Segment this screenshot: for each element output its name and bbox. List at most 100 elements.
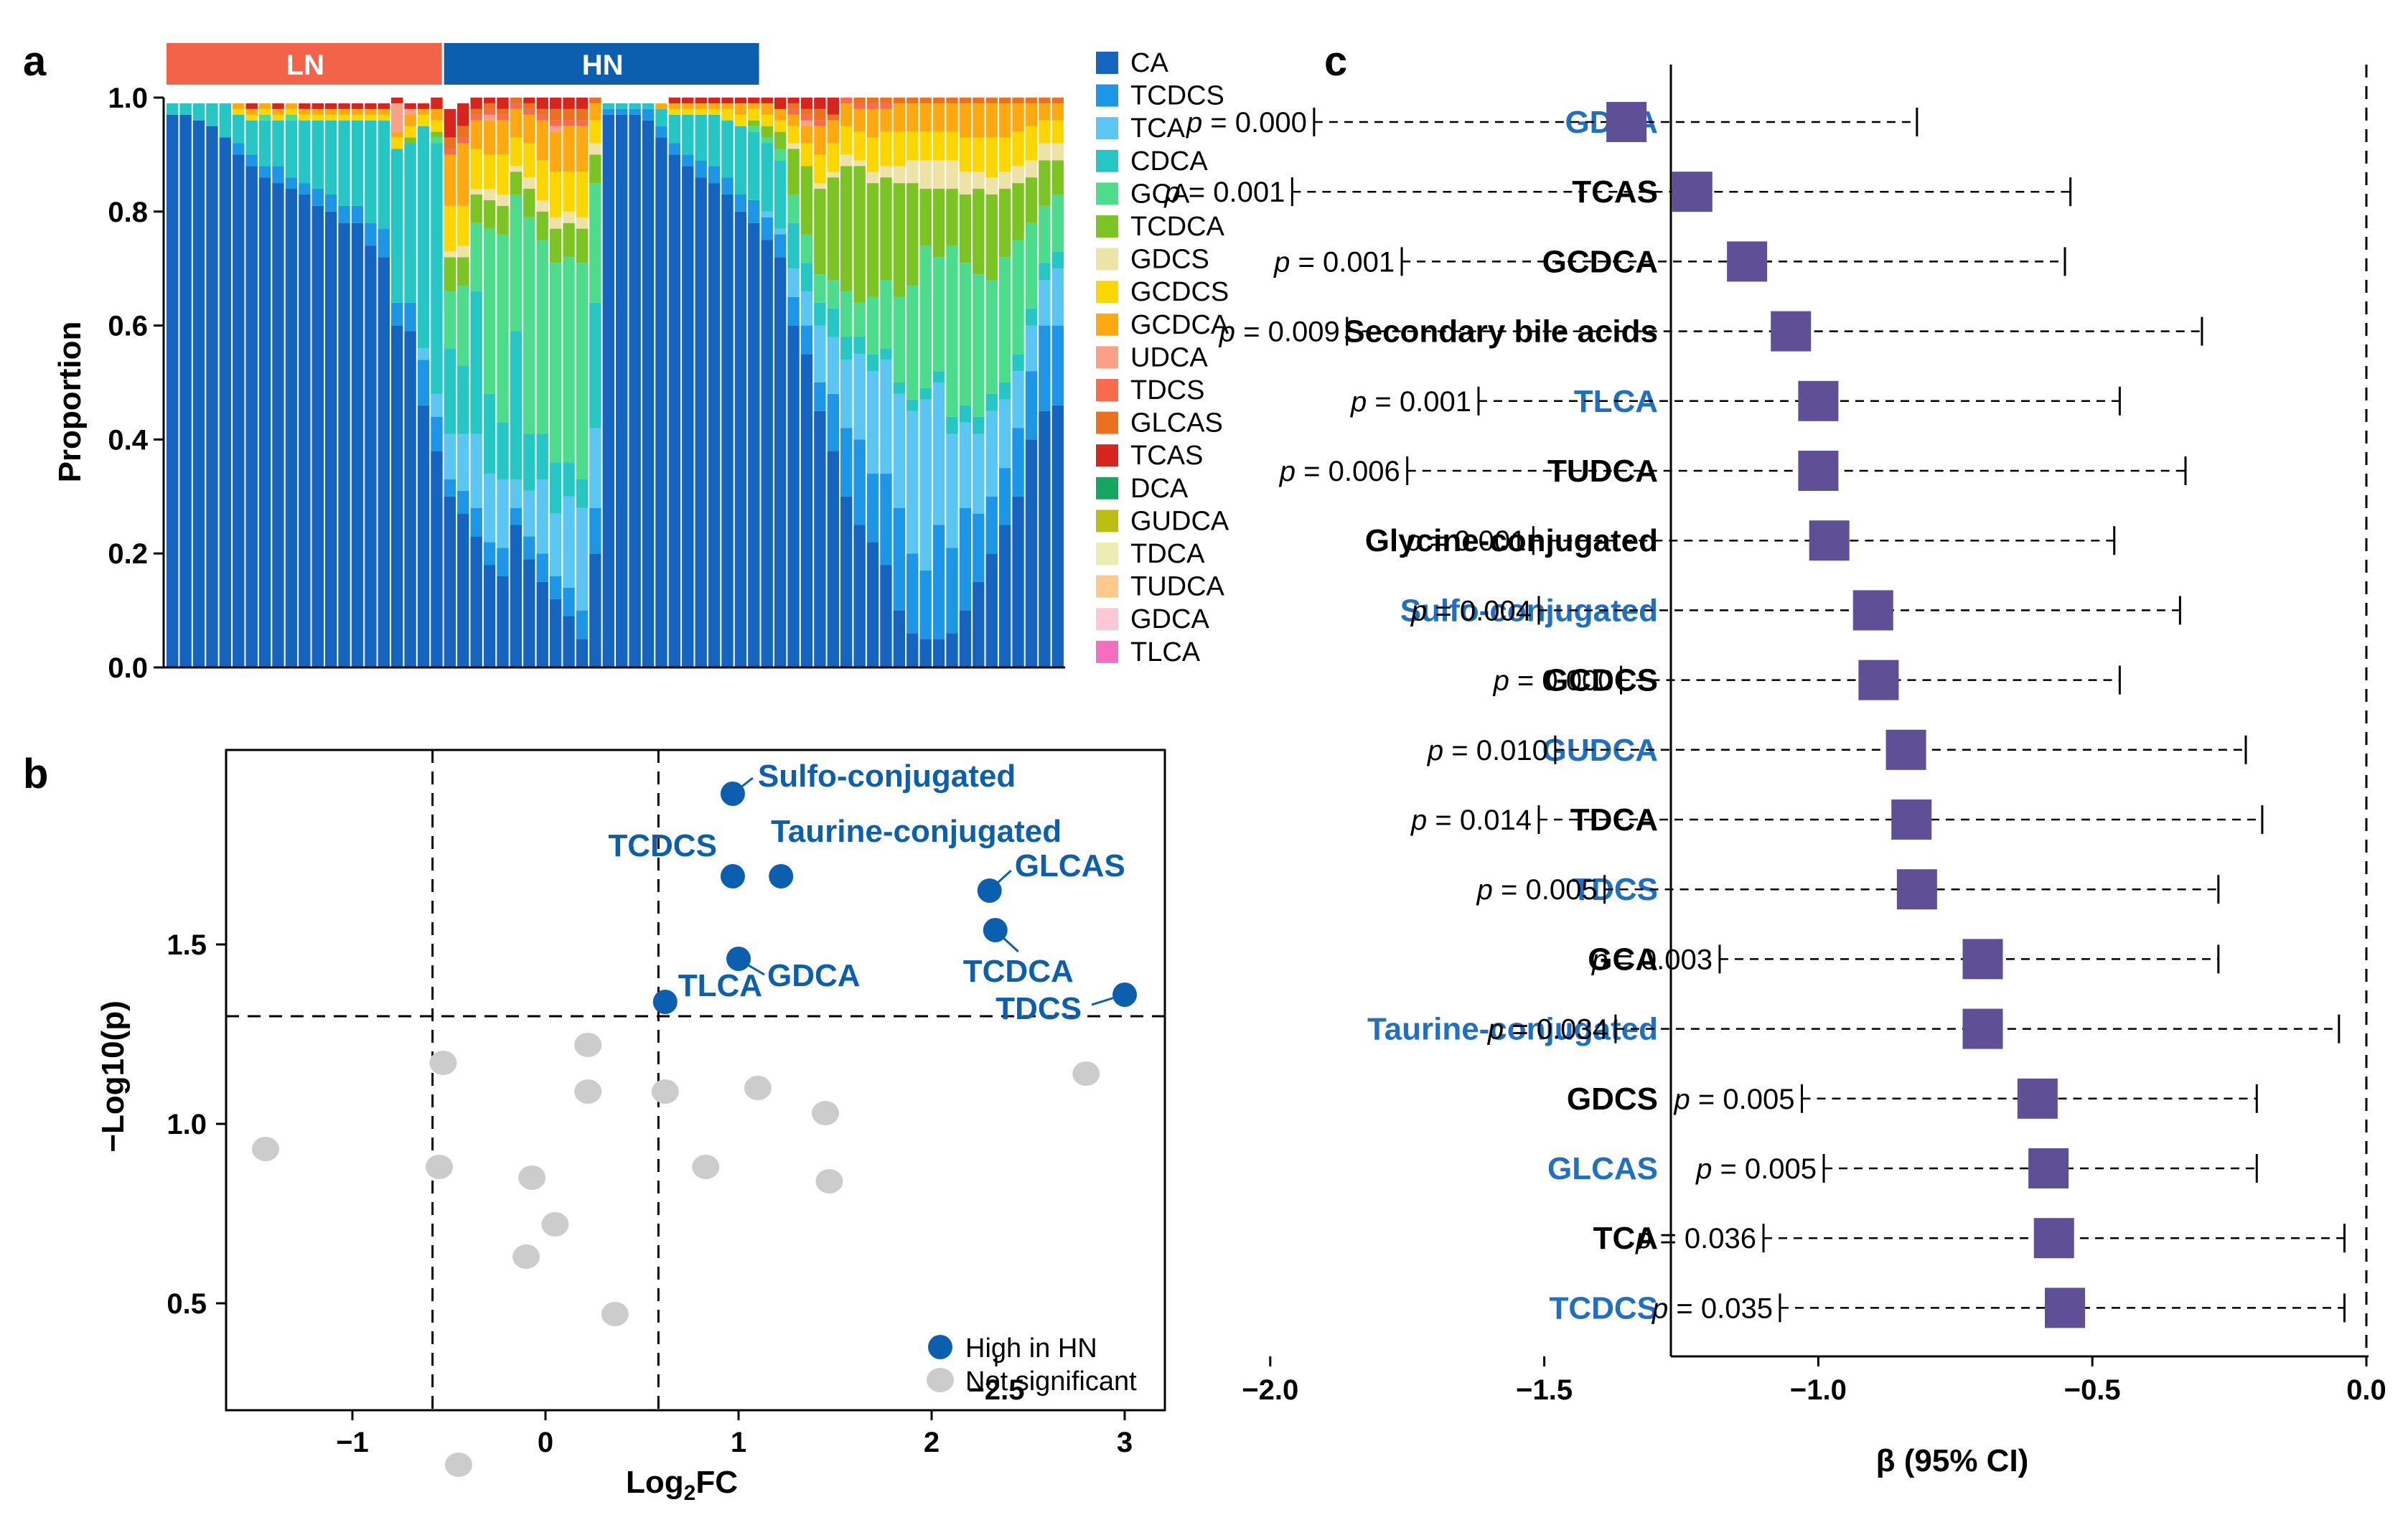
bar-segment <box>695 160 707 178</box>
bar-segment <box>549 98 562 109</box>
beta-marker <box>1896 869 1937 910</box>
bar-segment <box>906 286 919 400</box>
bar-segment <box>866 98 879 103</box>
bar-segment <box>919 103 932 132</box>
bar-segment <box>774 98 787 109</box>
bar-segment <box>1051 325 1064 405</box>
bar-segment <box>642 103 655 109</box>
bar-segment <box>497 154 509 194</box>
bar-segment <box>497 548 509 576</box>
plot-frame-b <box>225 749 1166 1412</box>
bar-segment <box>682 154 694 166</box>
p-value-label: p = 0.006 <box>1279 456 1400 487</box>
bar-segment <box>483 114 496 121</box>
beta-marker <box>1798 451 1839 491</box>
bar-segment <box>1039 280 1051 326</box>
bar-segment <box>973 189 985 275</box>
bar-segment <box>444 251 456 258</box>
bar-segment <box>523 98 535 103</box>
bar-segment <box>748 131 760 200</box>
bar-segment <box>417 126 430 349</box>
p-value-label: p = 0.035 <box>1652 1293 1773 1324</box>
bar-segment <box>324 211 337 667</box>
bar-segment <box>800 120 813 126</box>
beta-marker <box>1962 939 2003 980</box>
y-axis-label-b: −Log10(p) <box>95 1000 131 1152</box>
bar-segment <box>800 263 813 291</box>
bar-segment <box>338 120 350 206</box>
bar-segment <box>959 172 972 194</box>
bar-segment <box>985 280 998 394</box>
bar-segment <box>444 479 456 497</box>
bar-segment <box>536 211 548 240</box>
panel-label-a: a <box>23 38 47 85</box>
bar-segment <box>404 103 416 109</box>
bar-segment <box>563 211 575 223</box>
bar-segment <box>1012 103 1024 132</box>
bar-segment <box>748 120 760 126</box>
legend-a: CATCDCSTCACDCAGCATCDCAGDCSGCDCSGCDCAUDCA… <box>1096 48 1229 667</box>
bar-segment <box>840 291 853 337</box>
bar-segment <box>827 114 839 121</box>
beta-marker <box>1606 102 1647 142</box>
bar-segment <box>734 114 747 126</box>
bar-segment <box>483 542 496 566</box>
bar-segment <box>973 581 985 667</box>
bar-segment <box>708 114 721 166</box>
legend-swatch <box>1096 411 1118 434</box>
bar-segment <box>404 302 416 332</box>
bar-segment <box>748 103 760 109</box>
bar-segment <box>536 479 548 554</box>
bar-segment <box>258 166 271 178</box>
bar-segment <box>1025 222 1038 309</box>
legend-marker-sig <box>928 1335 952 1359</box>
point-label: GDCA <box>767 958 861 993</box>
bar-segment <box>998 98 1011 103</box>
bar-segment <box>523 177 535 189</box>
bar-segment <box>695 177 707 667</box>
bar-segment <box>814 274 826 303</box>
p-value-label: p = 0.009 <box>1219 316 1340 348</box>
bar-segment <box>245 120 258 155</box>
bar-segment <box>497 422 509 479</box>
y-tick-label: 0.4 <box>108 424 148 456</box>
bar-segment <box>814 325 826 383</box>
bar-segment <box>431 143 443 394</box>
bar-segment <box>761 137 773 144</box>
bar-segment <box>998 172 1011 189</box>
bar-segment <box>602 108 614 115</box>
bar-segment <box>655 103 667 109</box>
bar-segment <box>932 131 945 161</box>
bar-segment <box>523 559 535 667</box>
group-label: HN <box>582 50 624 81</box>
bar-segment <box>576 507 589 611</box>
bar-segment <box>457 513 469 667</box>
bar-segment <box>417 348 430 360</box>
bar-segment <box>827 451 839 667</box>
legend-swatch <box>1096 248 1118 271</box>
bar-segment <box>946 103 958 132</box>
bar-segment <box>1039 143 1051 161</box>
legend-swatch <box>1096 346 1118 369</box>
p-value-label: p = 0.036 <box>1635 1223 1756 1254</box>
bar-segment <box>365 114 377 121</box>
bar-segment <box>748 98 760 103</box>
bar-segment <box>258 177 271 667</box>
p-value-label: p = 0.014 <box>1410 805 1532 836</box>
bar-segment <box>1012 166 1024 184</box>
bar-segment <box>932 383 945 525</box>
beta-marker <box>1962 1008 2003 1049</box>
bar-segment <box>563 496 575 588</box>
bar-segment <box>998 383 1011 400</box>
y-tick-label: 0.8 <box>108 197 148 228</box>
bar-segment <box>589 302 601 428</box>
legend-swatch <box>1096 313 1118 336</box>
bar-segment <box>800 114 813 121</box>
bar-segment <box>549 172 562 217</box>
bar-segment <box>1051 120 1064 144</box>
bar-segment <box>893 103 906 132</box>
bar-segment <box>734 126 747 194</box>
bar-segment <box>404 137 416 144</box>
bar-segment <box>761 240 773 667</box>
